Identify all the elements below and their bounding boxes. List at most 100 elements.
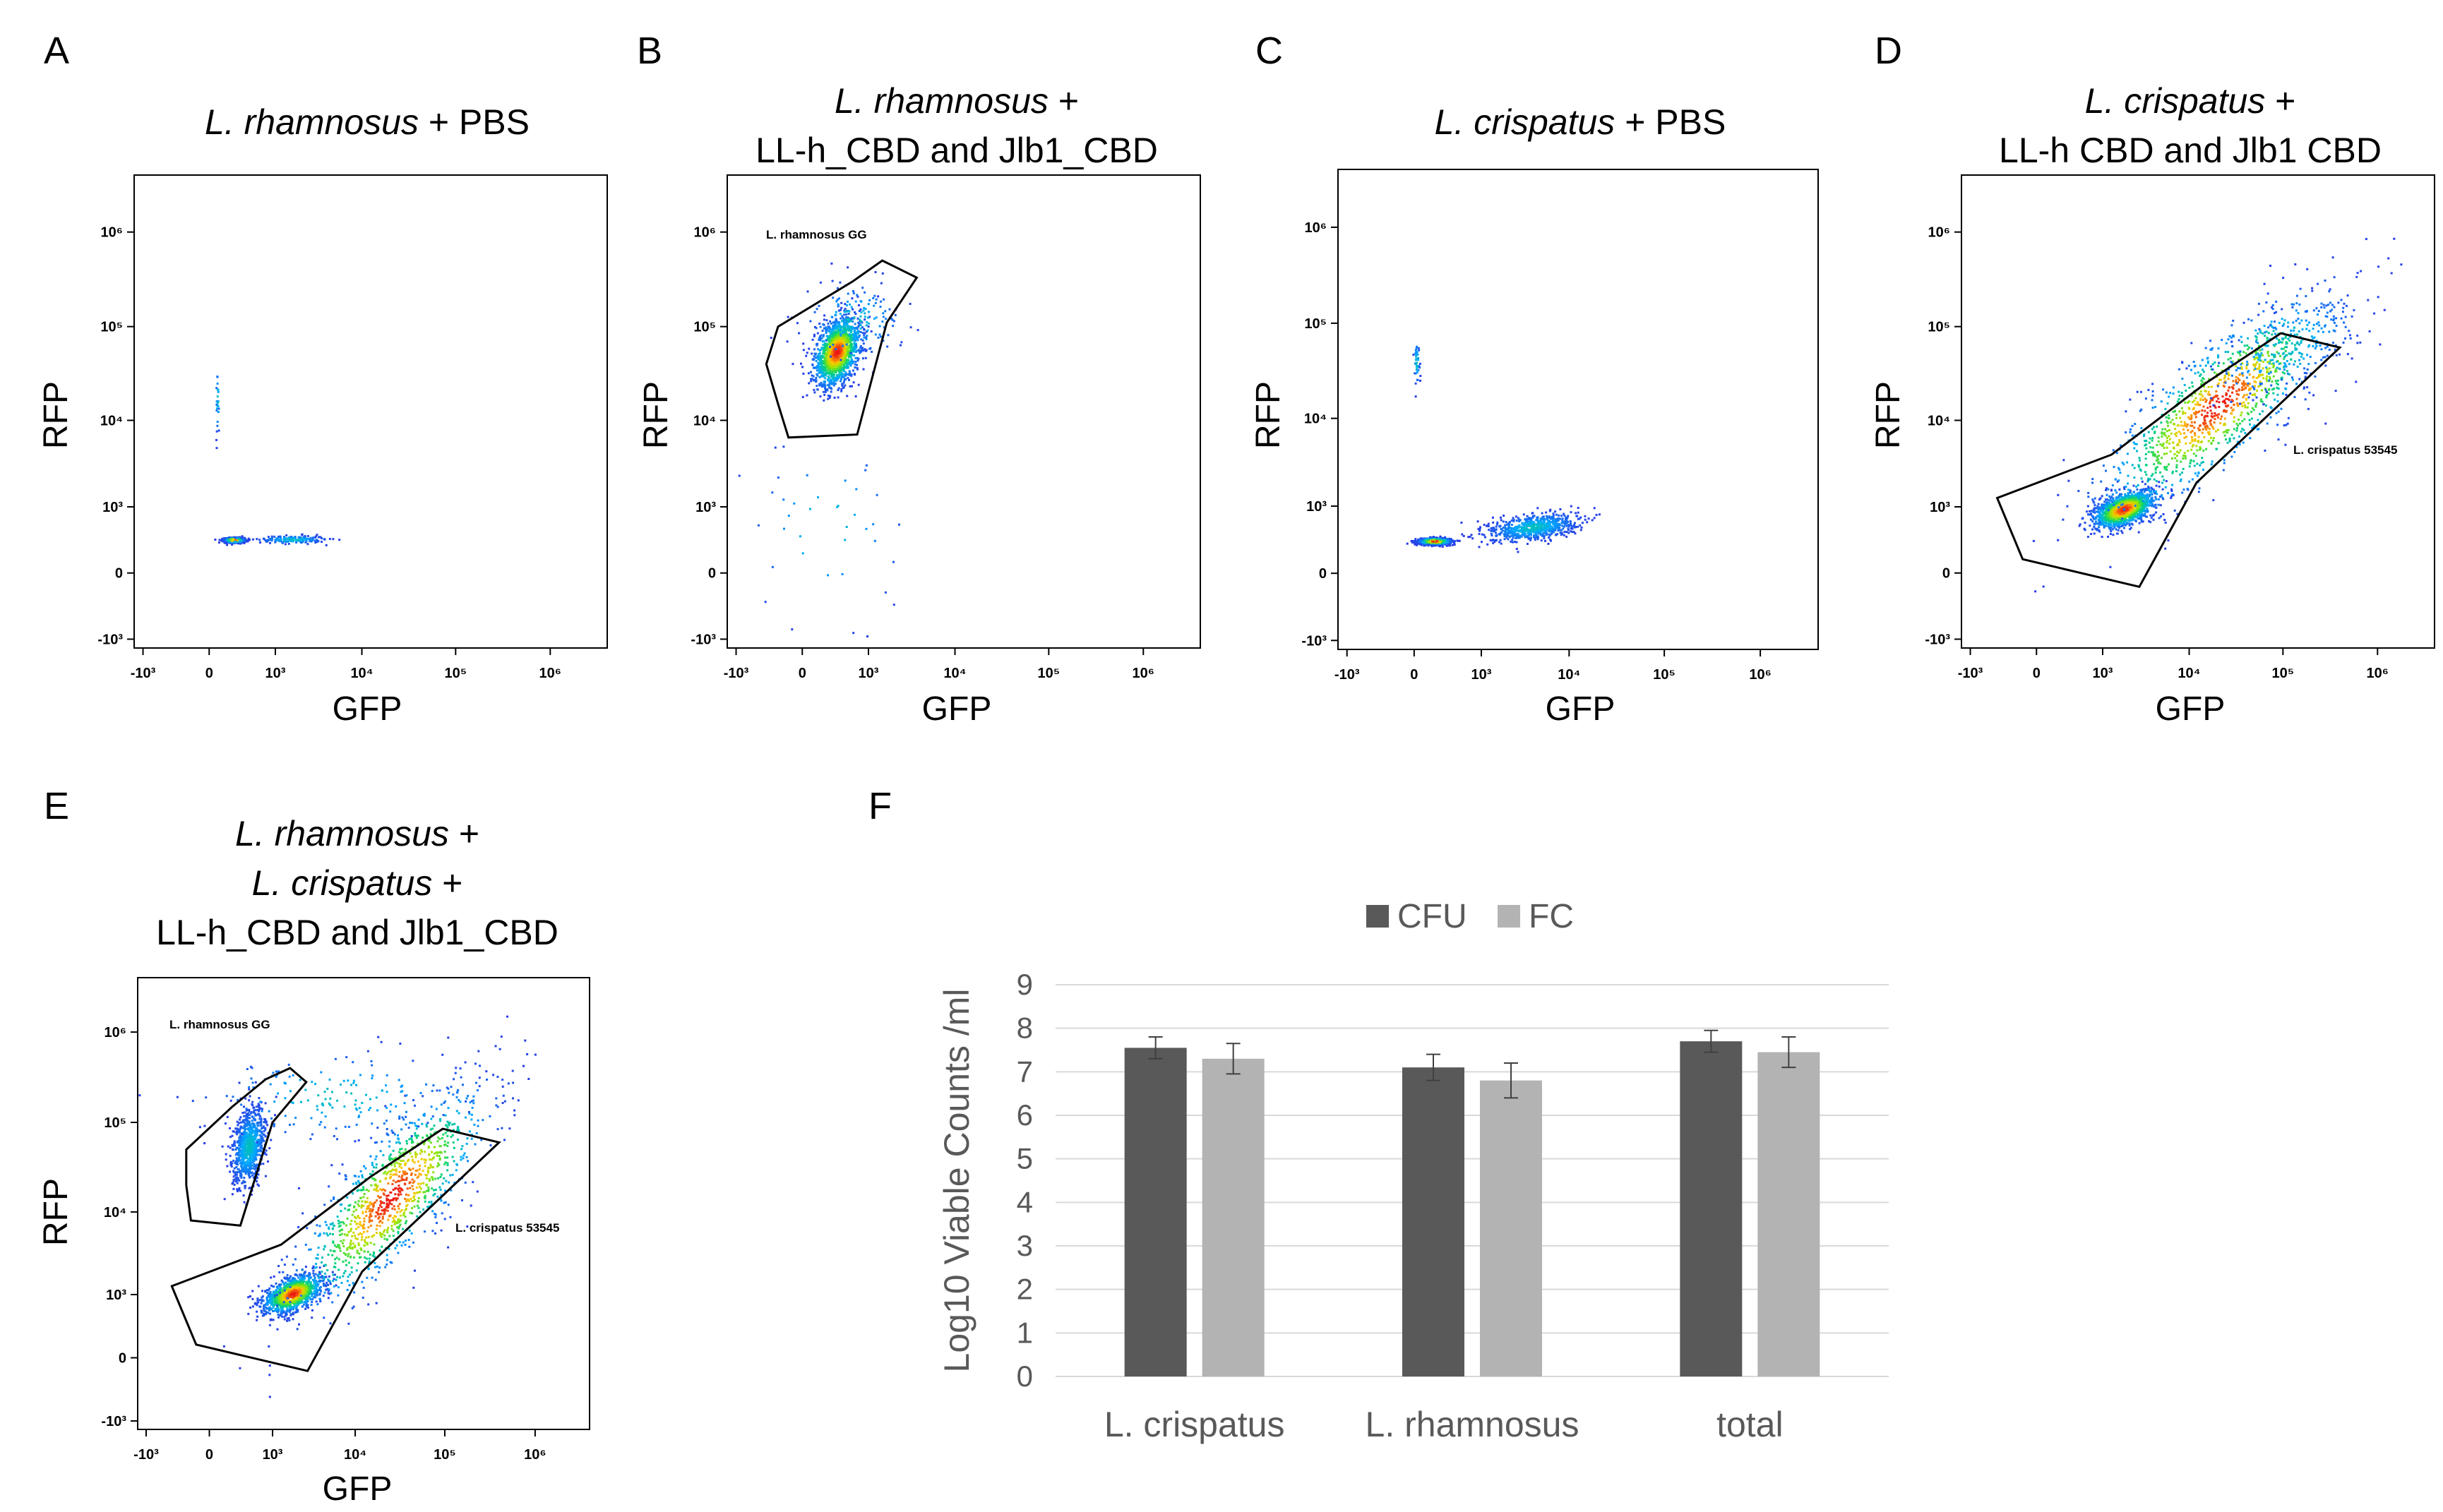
- event-dot-B: [836, 344, 839, 346]
- event-dot-B: [849, 337, 852, 340]
- event-dot-B: [845, 313, 848, 316]
- event-dot-B: [838, 338, 841, 341]
- event-dot-B: [830, 375, 833, 377]
- event-dot-B: [850, 352, 853, 354]
- event-dot-B: [840, 378, 842, 380]
- event-dot-B: [782, 445, 785, 448]
- event-dot-A: [238, 540, 241, 543]
- event-dot-A: [217, 404, 220, 407]
- event-dot-A: [274, 541, 277, 544]
- event-dot-B: [837, 340, 840, 343]
- event-dot-B: [883, 326, 885, 329]
- event-dot-B: [864, 332, 866, 335]
- event-dot-A: [232, 538, 234, 541]
- event-dot-A: [285, 534, 288, 536]
- event-dot-B: [868, 311, 870, 313]
- event-dot-B: [847, 313, 850, 316]
- x-axis-label-B: GFP: [922, 690, 992, 728]
- event-dot-C: [1461, 533, 1464, 536]
- event-dot-B: [845, 318, 848, 320]
- event-dot-B: [829, 351, 832, 354]
- event-dot-B: [832, 384, 835, 387]
- event-dot-C: [1495, 532, 1497, 534]
- event-dot-B: [852, 348, 854, 351]
- event-dot-B: [828, 397, 831, 400]
- event-dot-B: [844, 371, 847, 374]
- event-dot-A: [302, 536, 305, 539]
- event-dot-B: [849, 336, 852, 339]
- event-dot-B: [823, 383, 826, 385]
- event-dot-B: [859, 323, 861, 325]
- event-dot-C: [1415, 542, 1418, 545]
- event-dot-B: [850, 337, 853, 340]
- event-dot-B: [849, 352, 852, 354]
- event-dot-B: [828, 330, 830, 333]
- event-dot-B: [796, 322, 799, 325]
- event-dot-B: [858, 349, 860, 352]
- event-dot-A: [291, 536, 294, 539]
- event-dot-B: [813, 355, 816, 358]
- event-dot-B: [832, 326, 835, 329]
- event-dot-B: [859, 330, 862, 333]
- event-dot-B: [835, 320, 837, 323]
- x-tick-label-B: 10⁶: [1133, 666, 1154, 681]
- event-dot-A: [309, 540, 311, 543]
- event-dot-C: [1506, 532, 1509, 534]
- event-dot-B: [844, 356, 847, 359]
- event-dot-A: [227, 539, 229, 541]
- event-dot-C: [1471, 537, 1474, 540]
- event-dot-B: [849, 364, 852, 367]
- event-dot-B: [828, 336, 831, 339]
- event-dot-C: [1557, 520, 1560, 522]
- event-dot-B: [859, 328, 862, 330]
- title-segment: L. rhamnosus: [835, 81, 1049, 121]
- event-dot-B: [840, 301, 843, 304]
- event-dot-B: [847, 342, 849, 344]
- panel-letter-A: A: [44, 30, 69, 72]
- event-dot-A: [216, 407, 219, 410]
- event-dot-B: [845, 330, 848, 332]
- flow-panel-A: AL. rhamnosus + PBS-10³ 0 10³ 10⁴ 10⁵ 10⁶10⁶1…: [37, 30, 608, 728]
- event-dot-B: [830, 357, 833, 360]
- event-dot-B: [864, 291, 866, 294]
- event-dot-B: [857, 325, 860, 328]
- event-dot-B: [830, 386, 832, 389]
- x-tick-label-B: -10³: [724, 666, 749, 681]
- event-dot-A: [314, 541, 317, 544]
- event-dot-B: [834, 323, 837, 325]
- event-dot-C: [1453, 544, 1456, 546]
- event-dot-B: [865, 324, 868, 327]
- event-dot-A: [236, 537, 239, 540]
- event-dot-B: [827, 348, 830, 351]
- event-dot-B: [821, 365, 823, 368]
- event-dot-B: [827, 358, 830, 360]
- event-dot-B: [835, 374, 838, 377]
- event-dot-B: [856, 337, 859, 340]
- event-dot-B: [828, 327, 830, 330]
- event-dot-B: [823, 340, 825, 342]
- event-dot-C: [1556, 527, 1559, 529]
- event-dot-B: [864, 469, 867, 472]
- event-dot-B: [839, 313, 842, 316]
- event-dot-C: [1512, 520, 1515, 522]
- event-dot-B: [870, 330, 873, 332]
- event-dot-B: [872, 296, 875, 299]
- event-dot-B: [838, 368, 841, 371]
- event-dot-B: [825, 343, 828, 346]
- event-dot-B: [840, 373, 842, 376]
- event-dot-A: [216, 376, 219, 378]
- event-dot-B: [865, 349, 868, 352]
- event-dot-B: [841, 320, 843, 323]
- event-dot-B: [822, 343, 825, 346]
- event-dot-B: [817, 366, 819, 369]
- event-dot-B: [837, 357, 840, 360]
- x-tick-label-B: 0: [799, 666, 806, 681]
- event-dot-B: [829, 320, 832, 323]
- event-dot-B: [821, 373, 824, 376]
- event-dot-B: [849, 341, 852, 344]
- flow-panel-C: CL. crispatus + PBS-10³ 0 10³ 10⁴ 10⁵ 10⁶10⁶1…: [1250, 30, 1819, 728]
- event-dot-B: [842, 381, 845, 384]
- event-dot-B: [833, 341, 836, 344]
- event-dot-B: [843, 324, 846, 327]
- event-dot-A: [228, 540, 231, 543]
